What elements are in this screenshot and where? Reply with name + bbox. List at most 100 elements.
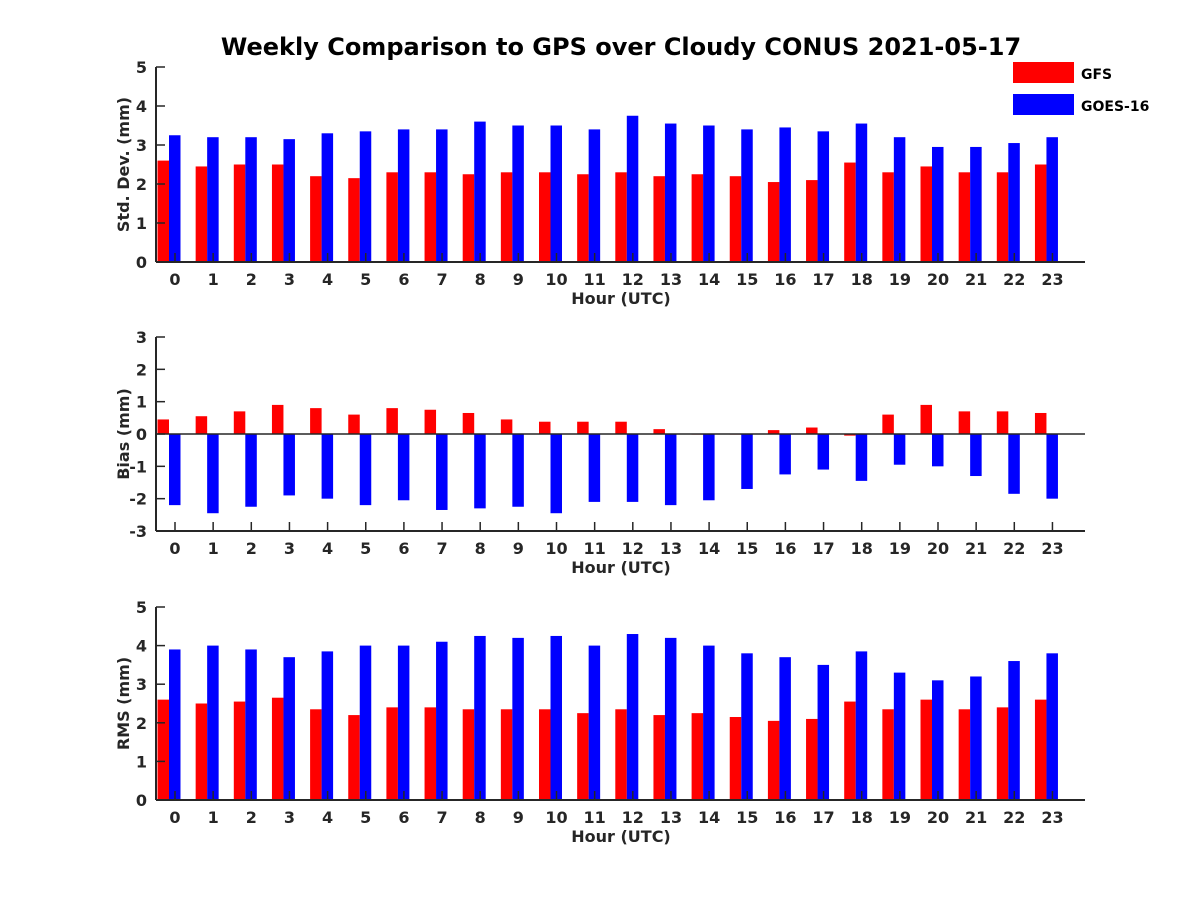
x-tick-label: 10 (545, 270, 567, 289)
bar-gfs-hour-15 (729, 176, 742, 262)
y-tick-label: 1 (136, 214, 147, 233)
x-tick-label: 4 (322, 539, 333, 558)
x-tick-label: 13 (660, 808, 682, 827)
bar-gfs-hour-6 (386, 408, 398, 434)
bar-goes-16-hour-10 (550, 125, 562, 262)
bar-goes-16-hour-5 (359, 434, 372, 506)
x-tick-label: 13 (660, 539, 682, 558)
bar-goes-16-hour-9 (512, 434, 524, 507)
bar-goes-16-hour-10 (550, 434, 562, 514)
x-tick-label: 9 (513, 808, 524, 827)
chart-title: Weekly Comparison to GPS over Cloudy CON… (221, 33, 1021, 61)
bar-goes-16-hour-2 (245, 434, 257, 507)
bar-gfs-hour-7 (424, 707, 437, 800)
x-tick-label: 12 (622, 270, 644, 289)
bar-gfs-hour-1 (195, 703, 208, 800)
x-tick-label: 10 (545, 808, 567, 827)
bar-goes-16-hour-13 (664, 637, 677, 800)
bar-gfs-hour-21 (958, 411, 971, 434)
bar-gfs-hour-4 (310, 709, 322, 800)
x-tick-label: 6 (398, 539, 409, 558)
x-tick-label: 0 (169, 270, 180, 289)
y-tick-label: 1 (136, 393, 147, 412)
legend: GFS GOES-16 (1013, 62, 1149, 115)
bar-gfs-hour-22 (996, 172, 1009, 262)
bar-goes-16-hour-0 (169, 649, 181, 800)
bar-gfs-hour-16 (767, 720, 780, 800)
legend-label-goes-16: GOES-16 (1081, 99, 1149, 115)
bar-goes-16-hour-22 (1008, 661, 1020, 800)
bar-goes-16-hour-11 (588, 129, 601, 262)
bar-gfs-hour-9 (500, 419, 513, 434)
x-tick-label: 18 (851, 270, 873, 289)
x-tick-label: 1 (208, 270, 219, 289)
x-tick-label: 21 (965, 808, 987, 827)
bar-goes-16-hour-14 (703, 645, 715, 800)
bar-gfs-hour-1 (195, 166, 208, 262)
bar-goes-16-hour-2 (245, 649, 257, 800)
bar-goes-16-hour-7 (436, 434, 448, 510)
x-tick-label: 14 (698, 808, 720, 827)
bar-goes-16-hour-1 (207, 645, 219, 800)
x-tick-label: 9 (513, 539, 524, 558)
bar-goes-16-hour-4 (321, 651, 334, 800)
bar-gfs-hour-21 (958, 172, 971, 262)
bar-goes-16-hour-14 (703, 125, 715, 262)
bar-goes-16-hour-15 (741, 129, 753, 262)
bar-goes-16-hour-9 (512, 637, 524, 800)
bar-gfs-hour-5 (348, 414, 360, 434)
bar-gfs-hour-19 (882, 414, 894, 434)
bar-goes-16-hour-6 (397, 645, 410, 800)
x-tick-label: 3 (284, 808, 295, 827)
x-tick-label: 2 (246, 270, 257, 289)
bar-gfs-hour-13 (653, 715, 665, 800)
y-tick-label: 5 (136, 58, 147, 77)
x-tick-label: 7 (436, 270, 447, 289)
y-tick-label: -1 (129, 457, 147, 476)
bar-goes-16-hour-16 (779, 434, 791, 475)
bar-goes-16-hour-7 (436, 129, 448, 262)
x-tick-label: 6 (398, 808, 409, 827)
bar-gfs-hour-0 (157, 699, 169, 800)
x-tick-label: 5 (360, 270, 371, 289)
x-tick-label: 12 (622, 539, 644, 558)
bar-goes-16-hour-19 (893, 137, 906, 262)
bar-gfs-hour-23 (1034, 699, 1047, 800)
bar-goes-16-hour-21 (970, 146, 982, 262)
x-tick-label: 23 (1041, 808, 1063, 827)
bar-gfs-hour-12 (615, 421, 627, 434)
x-tick-label: 21 (965, 270, 987, 289)
bar-goes-16-hour-11 (588, 434, 601, 502)
legend-swatch-gfs (1013, 62, 1074, 83)
bar-gfs-hour-10 (539, 421, 551, 434)
x-tick-label: 0 (169, 808, 180, 827)
bar-gfs-hour-14 (691, 713, 704, 800)
y-tick-label: 1 (136, 752, 147, 771)
bar-gfs-hour-11 (577, 421, 589, 434)
bar-gfs-hour-3 (271, 697, 284, 800)
bar-gfs-hour-0 (157, 160, 169, 262)
x-tick-label: 14 (698, 539, 720, 558)
bar-gfs-hour-13 (653, 429, 665, 434)
bar-gfs-hour-2 (233, 701, 246, 800)
x-tick-label: 20 (927, 539, 949, 558)
y-tick-label: -2 (129, 490, 147, 509)
bar-goes-16-hour-3 (283, 139, 295, 262)
bar-goes-16-hour-2 (245, 137, 257, 262)
bar-goes-16-hour-21 (970, 676, 982, 800)
bar-gfs-hour-5 (348, 715, 360, 800)
legend-swatch-goes-16 (1013, 94, 1074, 115)
x-tick-label: 4 (322, 270, 333, 289)
bar-gfs-hour-17 (806, 718, 818, 800)
legend-label-gfs: GFS (1081, 67, 1112, 83)
bar-goes-16-hour-1 (207, 137, 219, 262)
bar-goes-16-hour-8 (474, 121, 486, 262)
bar-goes-16-hour-3 (283, 657, 295, 800)
x-tick-label: 20 (927, 808, 949, 827)
bar-goes-16-hour-16 (779, 127, 791, 262)
x-tick-label: 22 (1003, 808, 1025, 827)
x-tick-label: 21 (965, 539, 987, 558)
x-tick-label: 16 (774, 808, 796, 827)
bar-gfs-hour-19 (882, 172, 894, 262)
